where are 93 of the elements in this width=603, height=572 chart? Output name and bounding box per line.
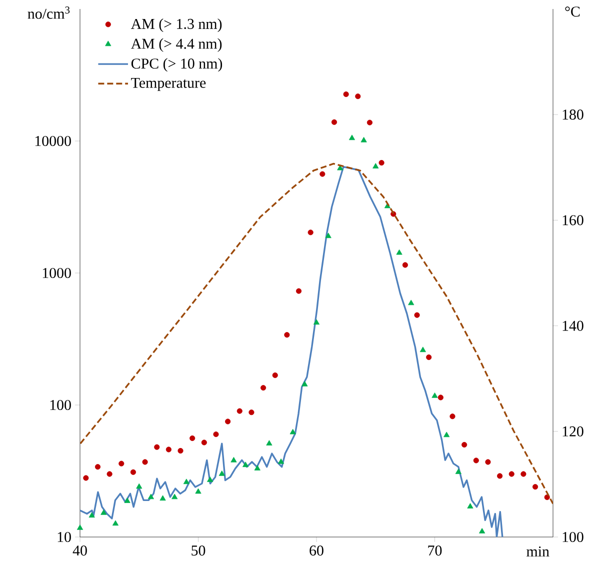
y-tick-label: 10 [58,532,71,542]
point [183,478,190,484]
point [213,431,219,438]
point [372,163,379,168]
point [130,469,136,475]
point [76,524,84,530]
point [160,495,166,501]
point [444,432,450,438]
point [218,470,225,476]
point [254,465,260,470]
point [242,462,249,468]
point [142,459,148,465]
point [302,381,308,386]
point [455,468,462,474]
legend-label: Temperature [131,78,206,91]
point [83,475,89,481]
point [136,483,142,489]
point [426,354,432,360]
y-tick-label: 1000 [42,268,71,278]
point [360,136,367,142]
y2-tick-label: 180 [562,110,584,120]
point [313,319,320,325]
point [402,262,408,268]
point [348,134,356,140]
point [355,94,361,100]
point [432,392,438,398]
point [266,440,272,446]
point [94,464,101,470]
point [396,249,402,255]
point [366,120,373,126]
point [236,408,242,414]
point [479,528,486,534]
point [450,414,456,420]
y2-tick-label: 100 [562,532,584,542]
point [230,456,237,462]
point [118,460,124,466]
x-tick-label: 70 [428,545,442,556]
point [201,440,207,446]
legend-label: CPC (> 10 nm) [131,58,222,72]
point [296,288,302,294]
point [278,458,284,464]
point [497,473,503,479]
point [88,512,95,518]
point [414,312,420,318]
point [290,428,296,434]
x-tick-label: 60 [310,545,324,556]
legend-label: AM (> 4.4 nm) [130,38,222,52]
point [100,510,107,515]
point [325,232,332,238]
y2-tick-label: 120 [562,426,584,436]
x-tick-label: 40 [72,545,87,556]
x-axis-title: min [526,546,550,556]
y2-tick-label: 160 [562,215,584,226]
y2-axis-title: °C [565,6,580,17]
point [473,458,479,464]
point [462,442,468,448]
point [260,385,266,391]
y-tick-label: 100 [50,400,71,410]
point [320,171,326,177]
line-series [80,162,553,505]
point [178,448,184,454]
point [166,446,172,452]
point [467,503,474,508]
point [532,484,538,490]
line-series [80,166,504,537]
point [248,410,254,416]
point [190,435,196,442]
legend-label: AM (> 1.3 nm) [130,18,222,32]
point [438,394,444,400]
point [408,300,414,306]
point [485,459,491,465]
point [272,372,278,378]
point [378,160,384,166]
y-tick-label: 10000 [35,136,71,146]
point [420,346,426,352]
point [172,494,178,500]
point [284,332,290,338]
point [508,471,514,477]
y-axis-title: no/cm$^{3}$ [28,6,70,19]
point [520,471,526,477]
point [112,520,119,526]
point [225,418,231,424]
point [331,119,338,125]
point [154,444,160,450]
point [124,498,130,503]
point [308,230,314,236]
point [343,91,349,98]
y2-tick-label: 140 [562,320,584,331]
point [106,471,112,477]
point [195,488,202,494]
point [148,494,154,500]
x-tick-label: 50 [192,545,206,556]
point [207,476,214,482]
